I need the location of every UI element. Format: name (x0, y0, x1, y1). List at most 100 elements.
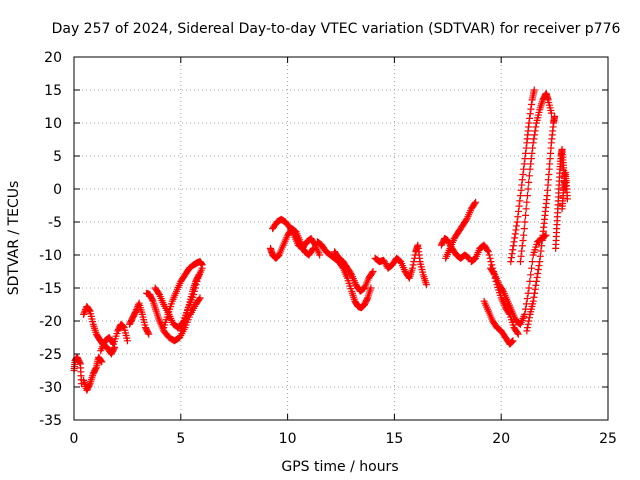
data-point (525, 172, 533, 180)
x-tick-label: 5 (176, 431, 185, 447)
data-point (196, 294, 204, 302)
data-point (510, 238, 518, 246)
data-point (516, 197, 524, 205)
chart-title: Day 257 of 2024, Sidereal Day-to-day VTE… (52, 21, 621, 37)
data-point (148, 296, 156, 304)
data-point (198, 261, 206, 269)
data-point (523, 327, 531, 335)
data-point (522, 205, 530, 213)
data-point (368, 269, 376, 277)
data-point (98, 358, 106, 366)
data-point (363, 295, 371, 303)
data-point (507, 254, 515, 262)
data-point (525, 119, 533, 127)
data-point (464, 254, 472, 262)
x-tick-label: 25 (599, 431, 617, 447)
data-point (522, 144, 530, 152)
data-point (533, 273, 541, 281)
data-point (472, 198, 480, 206)
data-point (551, 112, 559, 120)
data-point (80, 309, 88, 317)
data-point (525, 284, 533, 292)
data-point (490, 269, 498, 277)
data-point (471, 200, 479, 208)
data-point (525, 314, 533, 322)
data-point (535, 262, 543, 270)
data-point (507, 258, 515, 266)
data-point (289, 230, 297, 238)
data-point (287, 225, 295, 233)
data-point (527, 160, 535, 168)
data-points (70, 86, 571, 394)
data-point (132, 307, 140, 315)
y-tick-label: -35 (39, 413, 62, 429)
data-point (409, 264, 417, 272)
x-tick-label: 15 (385, 431, 403, 447)
y-tick-label: 15 (44, 83, 62, 99)
data-point (484, 246, 492, 254)
data-point (145, 330, 153, 338)
data-point (529, 139, 537, 147)
data-point (308, 246, 316, 254)
y-tick-label: 0 (53, 182, 62, 198)
data-point (463, 253, 471, 261)
data-point (527, 271, 535, 279)
data-point (92, 365, 100, 373)
data-point (485, 251, 493, 259)
y-tick-label: -25 (39, 347, 62, 363)
data-point (518, 242, 526, 250)
x-axis-label: GPS time / hours (281, 459, 398, 475)
data-point (528, 149, 536, 157)
data-point (526, 277, 534, 285)
data-point (523, 324, 531, 332)
data-point (287, 226, 295, 234)
y-tick-label: 5 (53, 149, 62, 165)
data-point (526, 110, 534, 118)
data-point (525, 317, 533, 325)
data-point (123, 337, 131, 345)
y-tick-label: 10 (44, 116, 62, 132)
data-point (520, 225, 528, 233)
data-point (532, 277, 540, 285)
data-point (509, 246, 517, 254)
data-point (519, 236, 527, 244)
data-point (528, 101, 536, 109)
data-point (521, 155, 529, 163)
y-tick-label: -20 (39, 314, 62, 330)
data-point (518, 181, 526, 189)
data-point (484, 248, 492, 256)
data-point (462, 216, 470, 224)
data-point (531, 127, 539, 135)
data-point (524, 320, 532, 328)
data-point (111, 343, 119, 351)
data-point (534, 266, 542, 274)
data-point (529, 144, 537, 152)
data-point (531, 131, 539, 139)
data-point (526, 114, 534, 122)
data-point (511, 234, 519, 242)
data-point (517, 186, 525, 194)
data-point (520, 165, 528, 173)
data-point (540, 233, 548, 241)
data-point (85, 306, 93, 314)
y-tick-label: -15 (39, 281, 62, 297)
plot-frame (73, 56, 609, 421)
y-tick-label: 20 (44, 50, 62, 66)
data-point (119, 322, 127, 330)
data-point (523, 192, 531, 200)
y-tick-label: -30 (39, 380, 62, 396)
data-point (513, 329, 521, 337)
data-point (508, 250, 516, 258)
data-point (522, 149, 530, 157)
x-tick-label: 0 (70, 431, 79, 447)
data-point (523, 295, 531, 303)
data-point (515, 202, 523, 210)
data-point (316, 251, 324, 259)
data-point (410, 258, 418, 266)
data-point (536, 258, 544, 266)
data-point (76, 359, 84, 367)
grid-lines (74, 57, 608, 420)
data-point (516, 192, 524, 200)
data-point (524, 289, 532, 297)
